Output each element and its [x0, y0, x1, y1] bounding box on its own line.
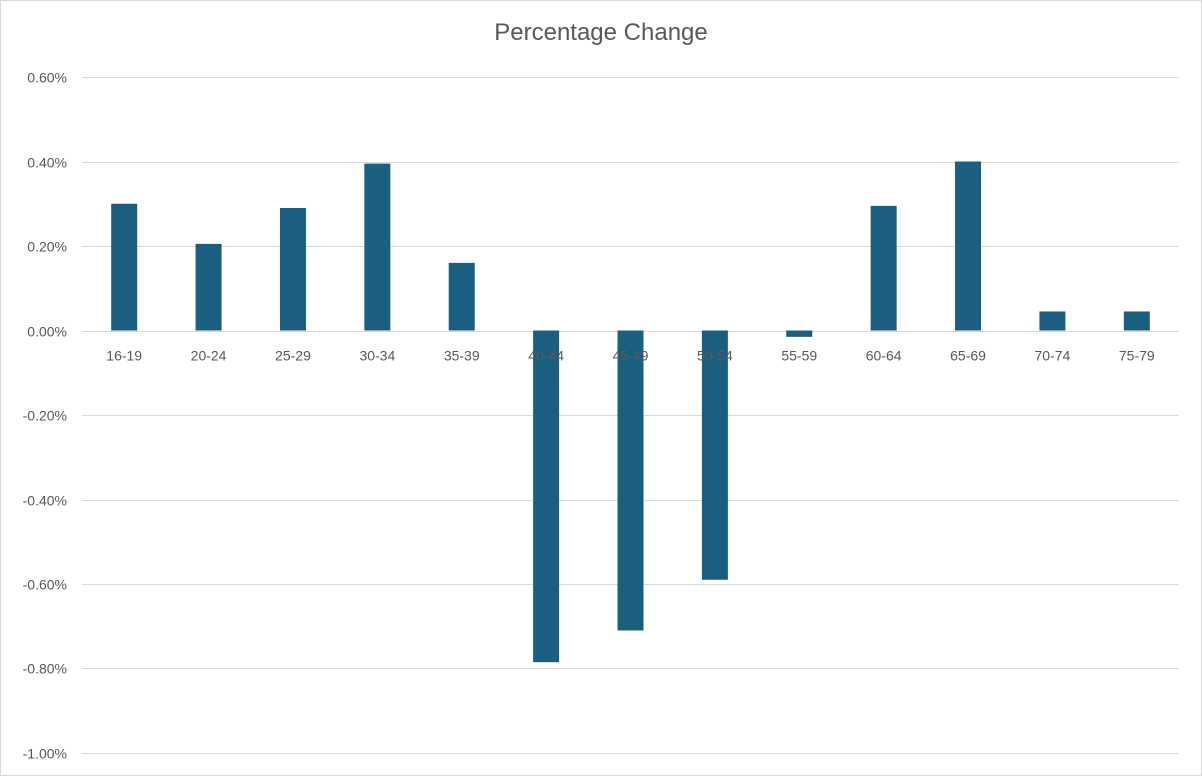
- y-tick-label: -0.60%: [23, 577, 67, 593]
- bar-30-34: [364, 163, 391, 331]
- x-tick-label: 50-54: [697, 348, 733, 364]
- bar-25-29: [279, 207, 306, 331]
- bar-35-39: [448, 262, 475, 331]
- x-tick-label: 25-29: [275, 348, 311, 364]
- bar-40-44: [533, 330, 560, 663]
- bar-55-59: [786, 330, 813, 337]
- bar-65-69: [955, 161, 982, 331]
- bar-70-74: [1039, 311, 1066, 331]
- y-tick-label: 0.40%: [27, 155, 67, 171]
- y-tick-label: -1.00%: [23, 746, 67, 762]
- x-tick-label: 45-49: [613, 348, 649, 364]
- x-tick-label: 20-24: [191, 348, 227, 364]
- bar-45-49: [617, 330, 644, 631]
- x-tick-label: 40-44: [528, 348, 564, 364]
- y-tick-label: -0.20%: [23, 408, 67, 424]
- x-tick-label: 75-79: [1119, 348, 1155, 364]
- x-tick-label: 16-19: [106, 348, 142, 364]
- y-tick-label: 0.00%: [27, 324, 67, 340]
- y-tick-label: 0.60%: [27, 70, 67, 86]
- x-tick-label: 60-64: [866, 348, 902, 364]
- bar-16-19: [111, 203, 138, 331]
- y-tick-label: -0.80%: [23, 661, 67, 677]
- y-tick-label: 0.20%: [27, 239, 67, 255]
- x-tick-label: 35-39: [444, 348, 480, 364]
- chart-title: Percentage Change: [494, 19, 708, 46]
- bar-60-64: [870, 205, 897, 331]
- y-tick-label: -0.40%: [23, 493, 67, 509]
- x-tick-label: 55-59: [781, 348, 817, 364]
- bar-75-79: [1123, 311, 1150, 331]
- x-tick-label: 70-74: [1035, 348, 1071, 364]
- x-tick-label: 65-69: [950, 348, 986, 364]
- x-tick-label: 30-34: [359, 348, 395, 364]
- bar-20-24: [195, 243, 222, 331]
- bar-50-54: [701, 330, 728, 580]
